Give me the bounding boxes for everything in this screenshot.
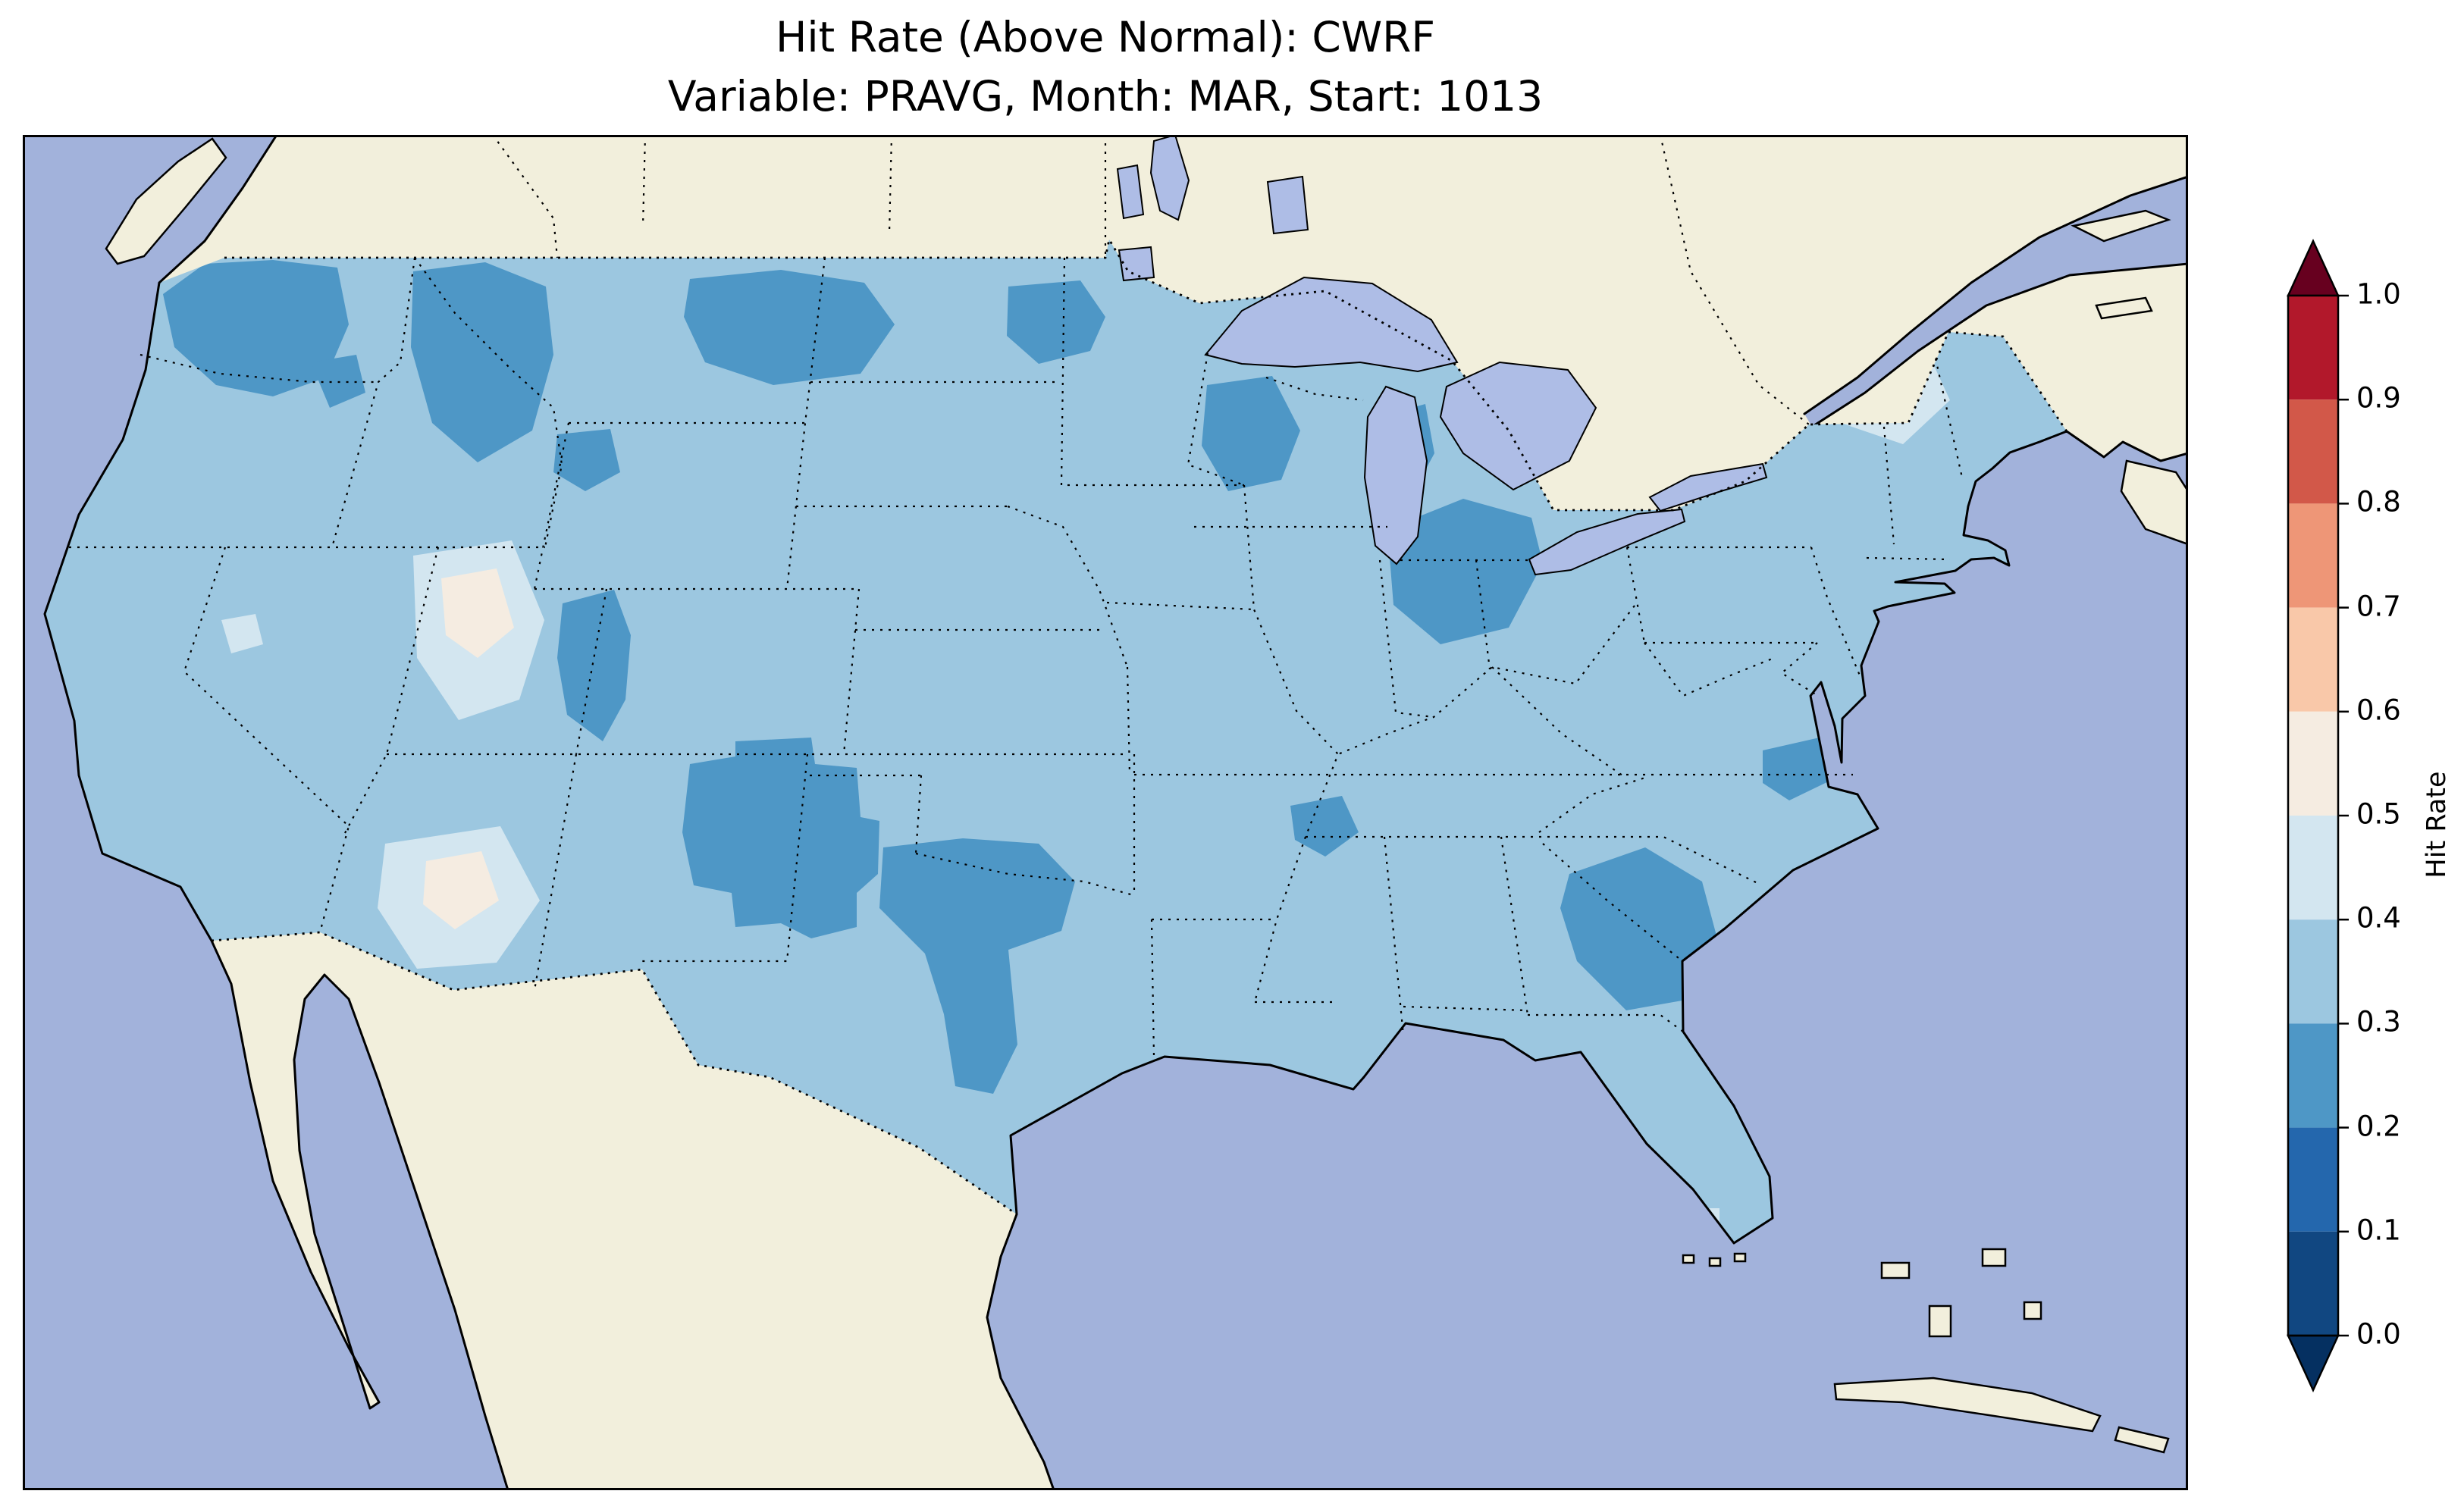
colorbar-segment (2288, 296, 2338, 400)
patch-oklahoma-texas (879, 838, 1075, 1094)
patch-virginia-tidewater (1763, 738, 1833, 800)
plot-title-block: Hit Rate (Above Normal): CWRF Variable: … (23, 8, 2188, 126)
colorbar-tick-label: 1.0 (2356, 278, 2401, 311)
colorbar-segment (2288, 1231, 2338, 1336)
florida-keys-2 (1708, 1257, 1722, 1267)
colorbar-segment (2288, 1127, 2338, 1232)
hit-rate-patches (163, 260, 1950, 1228)
florida-keys-1 (1682, 1254, 1695, 1264)
colorbar-segment (2288, 503, 2338, 608)
florida-keys-3 (1733, 1252, 1747, 1263)
pacific-mexico-coastline (43, 133, 509, 1492)
st-lawrence-gulf (1803, 175, 2190, 546)
us-canada-border (224, 236, 2068, 512)
patch-ozarks (1290, 796, 1359, 857)
lake-nipigon (1266, 175, 1309, 235)
patch-wisconsin (1202, 376, 1300, 491)
colorbar-tick-label: 0.3 (2356, 1006, 2401, 1038)
patch-california-spot (221, 614, 263, 653)
patch-yellowstone (553, 429, 620, 491)
patch-montana-dakota (684, 270, 895, 385)
plot-subtitle: Variable: PRAVG, Month: MAR, Start: 1013 (667, 72, 1544, 121)
cuba (1833, 1377, 2102, 1433)
lake-ontario (1648, 462, 1768, 512)
st-lawrence-south-bank-coast (1810, 262, 2190, 428)
colorbar-segment (2288, 816, 2338, 920)
patch-minnesota (1007, 280, 1105, 364)
conus-hit-rate-map (23, 133, 2190, 1492)
lake-manitoba (1116, 164, 1145, 220)
cuba-east (2114, 1426, 2170, 1454)
patch-colorado-newmexico (682, 738, 879, 938)
lake-of-the-woods (1118, 246, 1155, 282)
lake-superior (1204, 276, 1459, 373)
colorbar-axis-label: Hit Rate (2422, 771, 2452, 879)
patch-western-washington (163, 260, 349, 396)
colorbar-tick-label: 0.2 (2356, 1110, 2401, 1143)
colorbar-tick-label: 0.6 (2356, 694, 2401, 727)
colorbar-tick-label: 0.9 (2356, 382, 2401, 415)
great-lakes (1116, 133, 1768, 576)
colorbar-segment (2288, 711, 2338, 816)
bahamas-1 (1880, 1261, 1911, 1279)
bahamas-2 (1928, 1305, 1952, 1338)
coastlines (43, 133, 2190, 1492)
gulf-atlantic-coastline (986, 430, 2190, 1492)
state-borders (69, 134, 1964, 1057)
patch-nevada-core (441, 568, 514, 658)
bahamas-3 (1981, 1248, 2007, 1267)
country-borders (211, 236, 2068, 1216)
map-frame (23, 135, 2188, 1490)
patch-idaho-montana (411, 262, 553, 462)
colorbar-tick-label: 0.5 (2356, 798, 2401, 831)
colorbar-tick-label: 0.0 (2356, 1318, 2401, 1351)
patch-utah (557, 590, 631, 741)
colorbar-over-triangle (2287, 238, 2340, 297)
patch-southern-great-lakes (1387, 499, 1543, 644)
patch-georgia-carolina-coast (1560, 847, 1717, 1010)
map-area (23, 133, 2190, 1492)
colorbar-tick-label: 0.1 (2356, 1214, 2401, 1247)
plot-title: Hit Rate (Above Normal): CWRF (776, 13, 1435, 61)
colorbar-segment (2288, 1023, 2338, 1128)
colorbar-tick-label: 0.8 (2356, 486, 2401, 518)
patches-hit-02-03 (163, 260, 1833, 1094)
colorbar-tick-label: 0.7 (2356, 590, 2401, 623)
lake-erie (1528, 508, 1686, 576)
st-lawrence-north-bank-coast (1803, 175, 2190, 415)
colorbar: 1.0 0.9 0.8 0.7 0.6 0.5 0.4 0.3 0.2 0.1 … (2287, 238, 2401, 1393)
vancouver-island (105, 137, 227, 265)
colorbar-tick-label: 0.4 (2356, 902, 2401, 935)
colorbar-segment (2288, 399, 2338, 504)
colorbar-under-triangle (2287, 1334, 2340, 1393)
colorbar-segments (2288, 296, 2338, 1336)
colorbar-ticks: 1.0 0.9 0.8 0.7 0.6 0.5 0.4 0.3 0.2 0.1 … (2338, 278, 2401, 1351)
caribbean-islands (1682, 1248, 2170, 1454)
colorbar-segment (2288, 607, 2338, 712)
prince-edward-island (2095, 296, 2153, 320)
bahamas-4 (2023, 1301, 2042, 1320)
patch-arizona-core (423, 851, 499, 929)
lake-michigan (1363, 385, 1428, 565)
anticosti-island (2071, 209, 2171, 243)
colorbar-segment (2288, 919, 2338, 1024)
